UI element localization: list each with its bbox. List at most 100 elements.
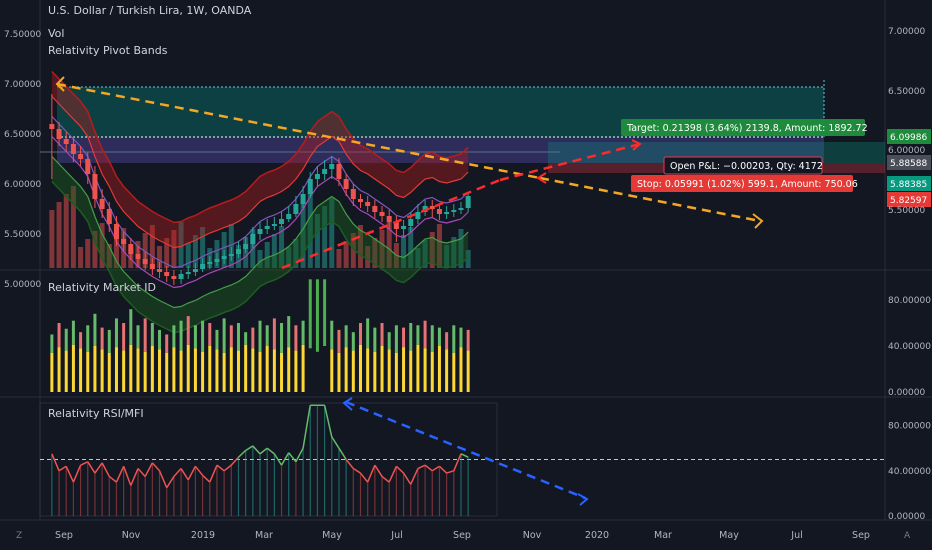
market-id-bar-base: [280, 352, 284, 392]
volume-bar: [415, 248, 421, 268]
candle-body: [185, 272, 191, 274]
candle-body: [336, 164, 342, 179]
footer-left-mark: Z: [16, 531, 22, 541]
candle-body: [415, 212, 421, 219]
candle-body: [235, 249, 241, 254]
candle-body: [264, 226, 270, 229]
market-id-bar-top: [366, 318, 370, 349]
candle-body: [92, 174, 98, 199]
candle-body: [228, 254, 234, 256]
market-id-bar-top: [201, 320, 205, 352]
target-label: Target: 0.21398 (3.64%) 2139.8, Amount: …: [626, 123, 868, 134]
right-axis-tick: 5.50000: [888, 206, 925, 216]
market-id-bar-base: [172, 347, 176, 392]
market-id-bar-top: [452, 325, 456, 353]
time-axis-tick: 2019: [191, 530, 215, 541]
volume-bar: [164, 238, 170, 268]
candle-body: [49, 124, 55, 129]
candle-body: [401, 226, 407, 229]
volume-bar: [451, 237, 457, 268]
rsi-axis-tick: 0.00000: [888, 512, 925, 522]
market-id-bar-base: [394, 352, 398, 392]
candle-body: [192, 269, 198, 272]
volume-bar: [408, 227, 414, 268]
rsi-line-segment: [259, 447, 268, 455]
rsi-line-segment: [352, 467, 361, 474]
market-id-bar-base: [215, 349, 219, 392]
candle-body: [70, 144, 76, 154]
candle-body: [357, 199, 363, 202]
candle-body: [85, 159, 91, 174]
candle-body: [343, 179, 349, 189]
time-axis-tick: Jul: [790, 530, 802, 541]
market-id-bar-base: [380, 346, 384, 392]
volume-bar: [343, 241, 349, 268]
market-id-bar-base: [229, 347, 233, 392]
candle-body: [135, 254, 141, 259]
price-tag-box: [887, 155, 931, 170]
market-id-bar-top: [258, 320, 262, 352]
orange-trendline: [56, 82, 541, 180]
volume-bar: [200, 227, 206, 268]
price-tag-box: [887, 176, 931, 191]
market-id-bar-top: [93, 313, 97, 346]
rsi-line-segment: [122, 466, 132, 486]
candle-body: [149, 264, 155, 269]
rsi-line-segment: [395, 465, 405, 474]
rsi-line-segment: [460, 453, 469, 458]
market-id-bar-base: [236, 350, 240, 392]
candle-body: [99, 199, 105, 209]
candle-body: [429, 206, 435, 209]
market-id-bar-top: [57, 323, 61, 348]
candle-body: [121, 239, 127, 244]
rsi-line-segment: [410, 468, 419, 485]
rsi-line-segment: [374, 464, 383, 477]
market-id-bar-top: [64, 328, 68, 351]
candle-body: [200, 264, 206, 269]
candle-body: [293, 204, 299, 214]
market-id-bar-top: [136, 325, 140, 349]
market-id-bar-top: [287, 316, 291, 348]
candle-body: [458, 208, 464, 210]
volume-bar: [372, 238, 378, 268]
market-id-title: Relativity Market ID: [48, 281, 156, 294]
rsi-line-segment: [180, 468, 189, 481]
candle-body: [214, 259, 220, 262]
market-id-bar-top: [129, 309, 133, 345]
market-id-bar-base: [79, 348, 83, 392]
market-id-bar-base: [466, 350, 470, 392]
rsi-line-segment: [381, 475, 390, 483]
volume-bar: [307, 193, 313, 268]
time-axis-tick: May: [719, 530, 739, 541]
market-id-bar-base: [93, 346, 97, 392]
market-id-bar-top: [222, 318, 226, 353]
market-id-bar-top: [466, 329, 470, 351]
rsi-line-segment: [166, 476, 175, 489]
symbol-title: U.S. Dollar / Turkish Lira, 1W, OANDA: [48, 4, 252, 17]
market-id-bar-top: [315, 279, 319, 352]
market-id-bar-base: [366, 348, 370, 392]
candle-body: [465, 196, 471, 208]
market-id-bar-top: [208, 323, 212, 346]
candle-body: [365, 202, 371, 206]
market-id-bar-top: [351, 332, 355, 351]
rsi-line-segment: [280, 452, 290, 466]
market-id-bar-top: [100, 327, 104, 350]
market-id-bar-top: [337, 329, 341, 353]
market-id-bar-top: [172, 325, 176, 348]
candle-body: [221, 256, 227, 259]
rsi-line-segment: [338, 447, 347, 460]
volume-bar: [300, 201, 306, 268]
rsi-line-segment: [438, 465, 448, 474]
price-tag: 6.09986: [890, 133, 927, 143]
vol-label: Vol: [48, 27, 65, 40]
indicator-label: Relativity Pivot Bands: [48, 44, 168, 57]
volume-bar: [336, 249, 342, 268]
rsi-line-segment: [366, 464, 376, 483]
volume-bar: [264, 242, 270, 268]
market-id-bar-base: [423, 348, 427, 392]
candle-body: [408, 219, 414, 226]
candle-body: [386, 216, 392, 222]
